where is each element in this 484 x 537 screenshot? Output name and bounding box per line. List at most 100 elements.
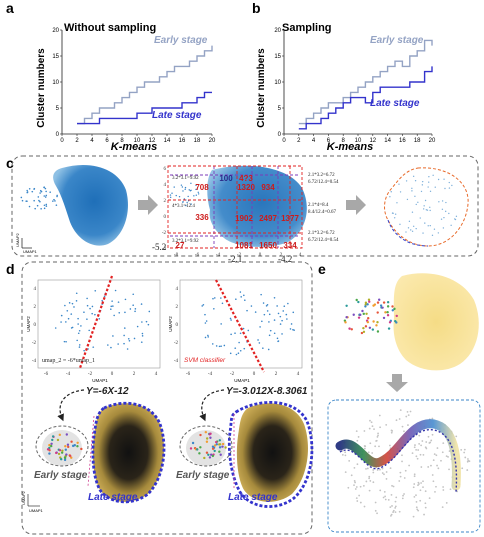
cluster-point	[215, 440, 218, 444]
scatter-point	[353, 466, 356, 469]
scatter-point	[385, 478, 388, 480]
grid-count: 708	[195, 183, 209, 192]
scatter-point	[413, 446, 416, 449]
scatter-point	[134, 310, 136, 313]
cluster-point	[58, 449, 62, 452]
scatter-point	[422, 232, 424, 234]
cluster-point	[205, 437, 209, 440]
scatter-point	[415, 506, 418, 509]
cluster-point	[195, 448, 199, 451]
scatter-point	[123, 342, 125, 345]
scatter-point	[49, 191, 51, 193]
scatter-point	[182, 201, 184, 203]
grid-count: 336	[195, 213, 209, 222]
scatter-point	[234, 347, 237, 349]
trajectory-path	[335, 419, 461, 491]
y-tick-label: 20	[274, 28, 281, 34]
grid-area-notes: 3.2*3.1=9.92 4*3.1=12.4 3.2*3.1=9.92	[172, 176, 199, 244]
scatter-point	[435, 454, 438, 457]
grid-counts: 708 100 4?3 1320 934 336 1902 2497 1377 …	[176, 174, 300, 250]
scatter-point	[117, 301, 120, 303]
scatter-point	[406, 410, 409, 413]
cluster-point	[386, 314, 390, 317]
y-tick: -2	[162, 231, 167, 236]
scatter-point	[441, 451, 444, 454]
axis-umap1: UMAP1	[234, 378, 250, 383]
y-tick: 0	[34, 323, 37, 328]
scatter-point	[424, 446, 427, 449]
scatter-point	[405, 415, 408, 418]
y-tick: -2	[174, 341, 179, 346]
scatter-point	[213, 307, 215, 310]
grid-count: 100	[219, 174, 233, 183]
scatter-point	[442, 486, 445, 488]
cluster-point	[80, 447, 83, 451]
outline-blue	[387, 219, 429, 247]
x-tick: -2	[88, 372, 93, 377]
scatter-point	[407, 227, 410, 229]
scatter-point	[379, 489, 382, 492]
scatter-point	[399, 191, 402, 193]
scatter-point	[448, 468, 450, 471]
scatter-point	[389, 444, 391, 447]
scatter-point	[348, 459, 351, 462]
scatter-point	[422, 208, 425, 210]
cluster-point	[76, 445, 79, 448]
scatter-point	[33, 188, 35, 190]
scatter-point	[262, 347, 264, 349]
scatter-point	[421, 180, 424, 183]
series-line-early	[298, 39, 433, 125]
cluster-point	[386, 305, 390, 308]
scatter-point	[117, 343, 119, 345]
scatter-point	[399, 409, 402, 412]
scatter-point	[182, 190, 184, 192]
scatter-point	[376, 469, 379, 471]
grid-count: 1081	[235, 241, 253, 250]
scatter-point	[374, 509, 377, 512]
scatter-point	[355, 430, 358, 433]
scatter-point	[273, 296, 276, 299]
panel-a: a Without sampling 0 2 4 6 8 10 12 14 16 18 20 0 5 10…	[6, 0, 216, 153]
ratio-note: 2.1*3.2=6.72	[308, 231, 335, 236]
scatter-point	[259, 326, 261, 328]
scatter-point	[420, 466, 423, 468]
grid-lines-red	[167, 165, 303, 249]
early-stage-outline	[35, 425, 89, 467]
scatter-point	[425, 441, 428, 443]
y-tick: 4	[164, 183, 167, 188]
equation-left: Y=-6X-12	[86, 386, 129, 397]
cluster-point	[372, 304, 375, 307]
scatter-point	[427, 186, 429, 188]
scatter-point	[442, 442, 445, 445]
umap-left: UMAP2 UMAP1	[15, 164, 128, 254]
scatter-point	[36, 204, 39, 207]
scatter-point	[417, 201, 419, 203]
arrow-right-icon	[138, 195, 158, 215]
scatter-point	[394, 505, 397, 508]
early-cluster-points	[189, 430, 227, 460]
cluster-point	[70, 440, 73, 443]
scatter-point	[204, 322, 207, 324]
scatter-point	[413, 473, 416, 476]
scatter-point	[180, 184, 183, 186]
scatter-point	[44, 196, 47, 198]
scatter-point	[424, 502, 427, 505]
scatter-point	[276, 337, 279, 340]
cluster-point	[208, 433, 211, 436]
cluster-point	[368, 300, 371, 303]
cluster-point	[48, 452, 51, 455]
scatter-point	[399, 471, 402, 474]
scatter-point	[401, 425, 404, 428]
cluster-point	[213, 449, 216, 453]
scatter-point	[33, 199, 35, 202]
umap-outline-plot	[384, 167, 469, 247]
scatter-point	[344, 451, 347, 454]
trajectory-umap-top	[343, 273, 479, 371]
scatter-point	[431, 417, 434, 420]
scatter-point	[365, 480, 368, 483]
scatter-point	[443, 216, 445, 219]
scatter-point	[433, 228, 436, 230]
scatter-point	[123, 334, 125, 337]
scatter-point	[382, 496, 385, 499]
scatter-point	[148, 310, 151, 313]
